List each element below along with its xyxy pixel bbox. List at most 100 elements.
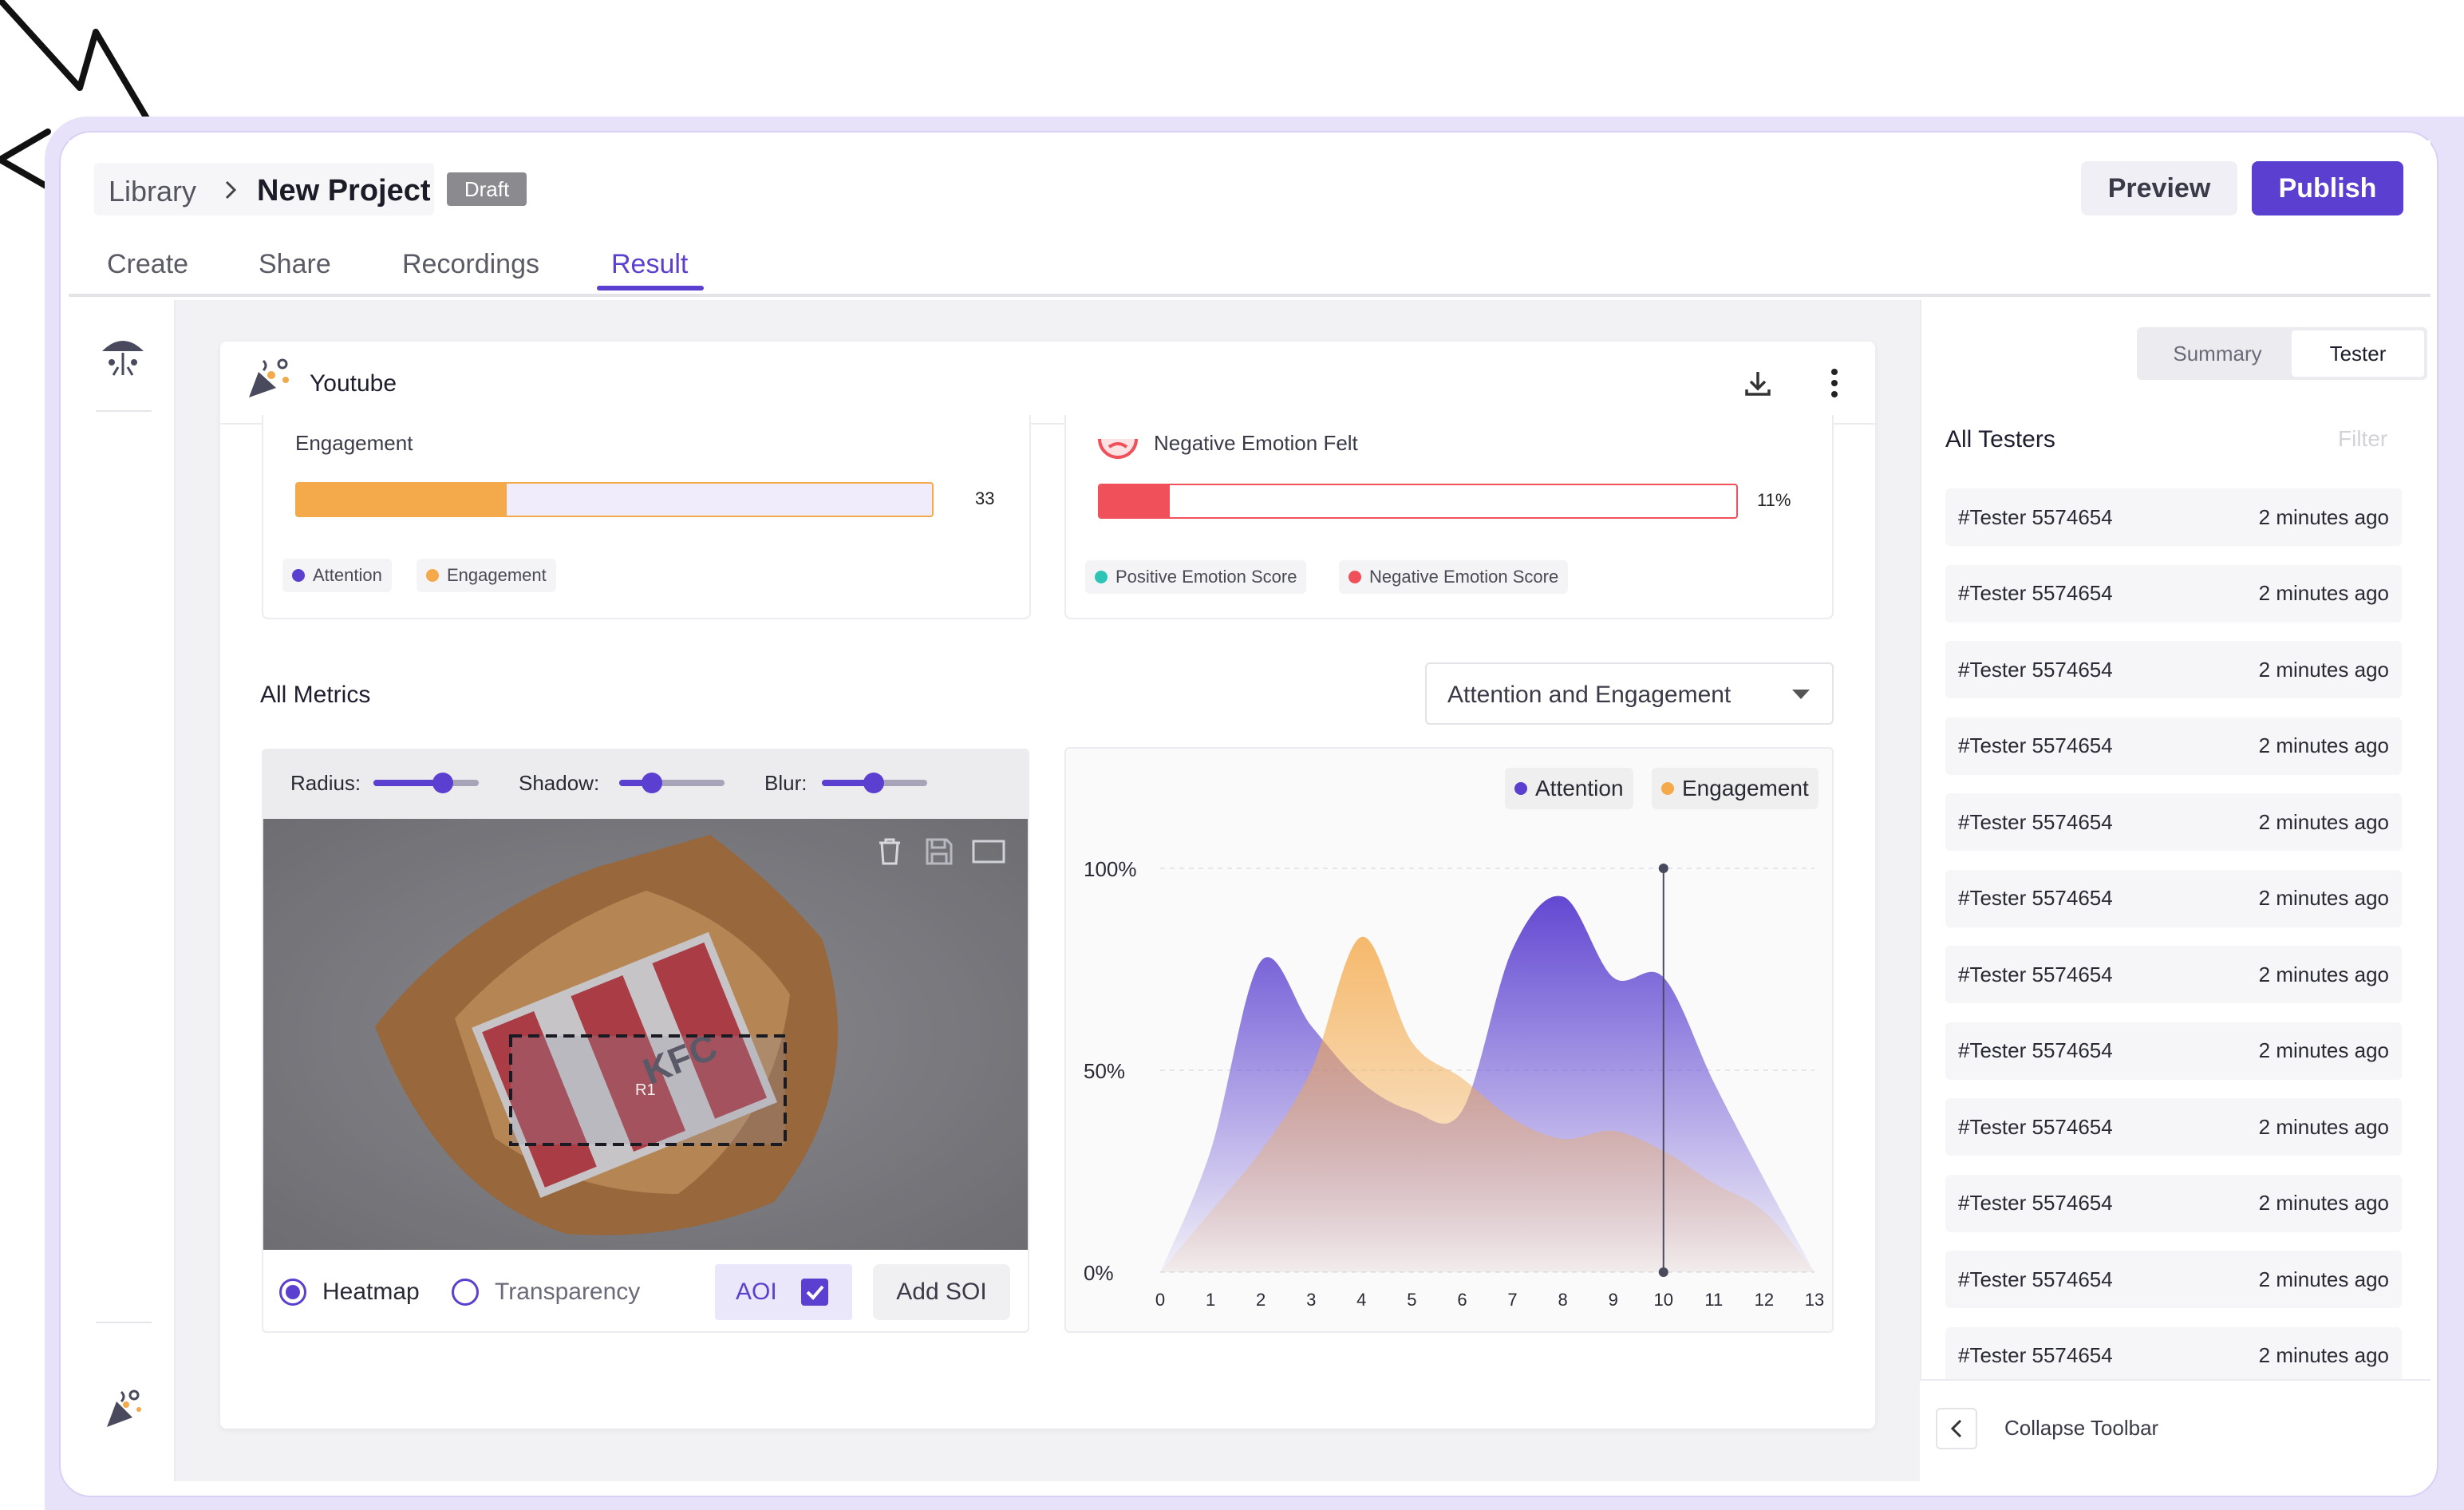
active-tab-indicator [597,286,704,291]
tester-name: #Tester 5574654 [1958,733,2113,757]
tester-row[interactable]: #Tester 5574654 2 minutes ago [1945,946,2402,1003]
x-tick-label: 7 [1507,1290,1517,1310]
top-bar [69,140,2430,297]
x-tick-label: 2 [1256,1290,1266,1310]
summary-tab[interactable]: Summary [2173,341,2262,366]
more-vertical-icon [1831,369,1838,397]
sidebar-divider [96,410,152,412]
breadcrumb [94,163,434,215]
heatmap-radio[interactable] [279,1279,306,1306]
download-button[interactable] [1728,358,1787,409]
stimulus-thumbnail-icon[interactable] [94,330,152,381]
sidebar-divider-bottom [96,1322,152,1323]
filter-button[interactable]: Filter [2338,426,2388,451]
aoi-region-label: R1 [635,1081,656,1099]
chevron-down-icon [1792,690,1810,699]
all-testers-heading: All Testers [1945,426,2055,453]
tab-recordings[interactable]: Recordings [402,249,539,279]
engagement-panel [262,415,1031,619]
legend-engagement: Engagement [417,559,556,592]
tab-result[interactable]: Result [611,249,689,279]
add-soi-button[interactable]: Add SOI [873,1264,1010,1320]
blur-slider[interactable] [822,771,927,795]
tester-name: #Tester 5574654 [1958,657,2113,682]
breadcrumb-library-link[interactable]: Library [109,175,197,208]
blur-slider-handle[interactable] [863,773,884,793]
x-tick-label: 1 [1206,1290,1215,1310]
tester-time: 2 minutes ago [2258,1343,2389,1367]
tester-row[interactable]: #Tester 5574654 2 minutes ago [1945,488,2402,546]
tester-row[interactable]: #Tester 5574654 2 minutes ago [1945,869,2402,927]
tester-time: 2 minutes ago [2258,733,2389,757]
tab-share[interactable]: Share [259,249,331,279]
engagement-value: 33 [975,488,995,508]
tester-time: 2 minutes ago [2258,657,2389,682]
y-tick-label: 0% [1084,1261,1114,1285]
aoi-region-box[interactable] [509,1034,787,1146]
tester-time: 2 minutes ago [2258,581,2389,605]
tester-row[interactable]: #Tester 5574654 2 minutes ago [1945,1251,2402,1308]
chart-legend-engagement: Engagement [1652,768,1818,809]
shadow-slider-handle[interactable] [642,773,662,793]
collapse-toolbar-button[interactable] [1936,1408,1977,1449]
rectangle-icon [972,840,1005,864]
tester-tab[interactable]: Tester [2292,330,2424,377]
project-title: New Project [257,174,431,208]
publish-button[interactable]: Publish [2252,161,2403,215]
x-tick-label: 10 [1654,1290,1673,1310]
doodle-decoration [0,0,151,195]
y-tick-label: 50% [1084,1059,1125,1083]
save-region-button[interactable] [922,835,956,868]
aoi-toggle[interactable]: AOI [715,1264,852,1320]
celebration-icon[interactable] [102,1387,147,1432]
engagement-bar-track [295,482,934,517]
shadow-label: Shadow: [519,771,600,795]
shadow-slider[interactable] [619,771,725,795]
time-marker-handle-top[interactable] [1658,864,1668,873]
tester-time: 2 minutes ago [2258,504,2389,529]
tester-row[interactable]: #Tester 5574654 2 minutes ago [1945,564,2402,623]
collapse-toolbar-label[interactable]: Collapse Toolbar [2004,1416,2159,1440]
chevron-left-icon [1950,1419,1962,1438]
collapse-toolbar-bar [1920,1379,2430,1481]
transparency-radio[interactable] [452,1279,479,1306]
transparency-radio-label[interactable]: Transparency [495,1279,641,1305]
legend-negative-emotion: Negative Emotion Score [1339,560,1569,594]
tab-create[interactable]: Create [107,249,189,279]
heatmap-radio-label[interactable]: Heatmap [322,1279,420,1305]
engagement-area-series [1160,936,1814,1272]
heatmap-image[interactable]: KFC R1 [263,819,1028,1250]
all-metrics-heading: All Metrics [260,682,371,708]
aoi-checkbox[interactable] [801,1279,828,1306]
tester-name: #Tester 5574654 [1958,1038,2113,1062]
x-tick-label: 0 [1155,1290,1165,1310]
radius-slider-handle[interactable] [432,773,453,793]
more-options-button[interactable] [1805,358,1864,409]
delete-region-button[interactable] [873,835,906,868]
draw-region-button[interactable] [970,835,1007,868]
tester-row[interactable]: #Tester 5574654 2 minutes ago [1945,1098,2402,1156]
tester-name: #Tester 5574654 [1958,581,2113,605]
tester-row[interactable]: #Tester 5574654 2 minutes ago [1945,717,2402,775]
tester-row[interactable]: #Tester 5574654 2 minutes ago [1945,1174,2402,1232]
tester-row[interactable]: #Tester 5574654 2 minutes ago [1945,1326,2402,1385]
time-marker-handle-bottom[interactable] [1658,1267,1668,1277]
status-badge: Draft [447,172,527,206]
engagement-label: Engagement [295,431,413,455]
tester-row[interactable]: #Tester 5574654 2 minutes ago [1945,1022,2402,1080]
card-title: Youtube [310,370,397,397]
y-tick-label: 100% [1084,857,1137,881]
tester-row[interactable]: #Tester 5574654 2 minutes ago [1945,793,2402,851]
tester-row[interactable]: #Tester 5574654 2 minutes ago [1945,641,2402,698]
x-tick-label: 6 [1457,1290,1467,1310]
sad-face-icon [1098,438,1138,459]
metric-select-dropdown[interactable]: Attention and Engagement [1425,662,1834,725]
x-tick-label: 5 [1407,1290,1416,1310]
tester-name: #Tester 5574654 [1958,886,2113,910]
radius-slider[interactable] [373,771,479,795]
check-icon [806,1285,824,1300]
metric-select-value: Attention and Engagement [1447,682,1732,708]
preview-button[interactable]: Preview [2081,161,2237,215]
x-tick-label: 4 [1356,1290,1366,1310]
x-tick-label: 12 [1755,1290,1774,1310]
